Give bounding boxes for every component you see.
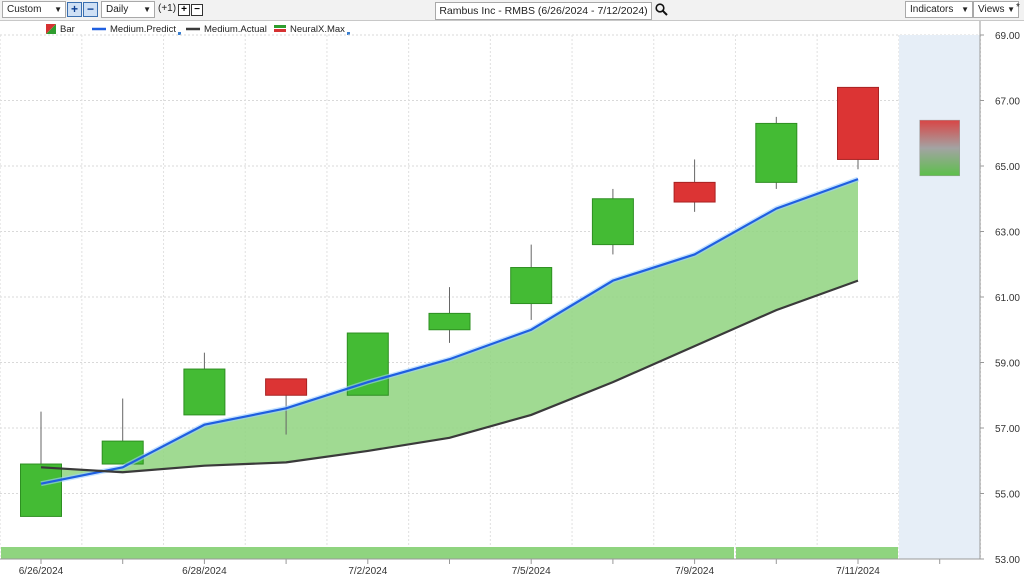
plus-icon: +: [70, 2, 78, 16]
candle-body: [591, 198, 634, 246]
candle-body: [101, 440, 144, 465]
views-button[interactable]: Views ▼: [973, 1, 1019, 18]
x-axis: 6/26/2024 6/28/2024 7/2/2024 7/5/2024 7/9/20…: [0, 558, 980, 577]
legend-label: NeuralX.Max: [290, 24, 345, 35]
chevron-down-icon: ▼: [54, 5, 62, 14]
y-tick-label: 69.00: [995, 31, 1020, 42]
y-tick-label: 65.00: [995, 162, 1020, 173]
settings-dot-icon: [178, 32, 181, 35]
x-tick-label: 7/2/2024: [348, 566, 387, 577]
neuralx-swatch-icon: [274, 25, 286, 33]
y-tick-label: 59.00: [995, 359, 1020, 370]
offset-increase-button[interactable]: +: [178, 4, 190, 16]
candle-body: [755, 122, 798, 183]
neuralx-segment: [1, 547, 734, 559]
price-chart[interactable]: 53.00 55.00 57.00 59.00 61.00 63.00 65.00 67.00…: [0, 21, 1024, 579]
legend-item-medium-actual[interactable]: Medium.Actual: [186, 24, 267, 35]
legend-item-bar[interactable]: Bar: [46, 24, 75, 35]
legend-label: Medium.Actual: [204, 24, 267, 35]
y-tick-label: 63.00: [995, 228, 1020, 239]
medium-actual-line: [40, 279, 859, 474]
y-tick-label: 57.00: [995, 424, 1020, 435]
bar-swatch-icon: [46, 24, 56, 35]
legend-label: Bar: [60, 24, 75, 35]
legend-item-medium-predict[interactable]: Medium.Predict: [92, 24, 181, 35]
x-tick-label: 6/28/2024: [182, 566, 227, 577]
x-tick-label: 7/9/2024: [675, 566, 714, 577]
views-label: Views: [978, 4, 1005, 15]
legend-item-neuralx-max[interactable]: NeuralX.Max: [274, 24, 350, 35]
x-tick-label: 7/5/2024: [512, 566, 551, 577]
range-select[interactable]: Custom ▼: [2, 1, 66, 18]
chevron-down-icon: ▼: [961, 5, 969, 14]
candle-body: [837, 86, 879, 160]
medium-predict-line: [40, 178, 859, 485]
y-axis: 53.00 55.00 57.00 59.00 61.00 63.00 65.00 67.00…: [979, 21, 1020, 566]
minus-icon: −: [86, 2, 94, 16]
forecast-zone: [899, 35, 980, 559]
period-select-value: Daily: [106, 4, 129, 15]
candle-body: [265, 378, 308, 396]
views-modified-marker: *: [1016, 2, 1020, 13]
candle-body: [20, 463, 62, 517]
offset-decrease-button[interactable]: −: [191, 4, 203, 16]
candle-body: [428, 312, 471, 331]
chart-grid: [0, 34, 982, 560]
toolbar: Custom ▼ + − Daily ▼ (+1) + − Rambus Inc…: [0, 0, 1024, 21]
symbol-title[interactable]: Rambus Inc - RMBS (6/26/2024 - 7/12/2024…: [435, 2, 652, 20]
forecast-bar: [919, 119, 960, 177]
candle-body: [183, 368, 226, 416]
minus-icon: −: [194, 4, 200, 15]
x-tick-label: 6/26/2024: [19, 566, 64, 577]
search-icon[interactable]: [655, 3, 668, 16]
chevron-down-icon: ▼: [143, 5, 151, 14]
neuralx-bar: [1, 547, 898, 559]
zoom-in-button[interactable]: +: [67, 2, 82, 17]
y-tick-label: 61.00: [995, 293, 1020, 304]
legend-label: Medium.Predict: [110, 24, 176, 35]
candles: [20, 86, 960, 517]
plus-icon: +: [181, 4, 187, 15]
y-tick-label: 55.00: [995, 490, 1020, 501]
indicators-label: Indicators: [910, 4, 954, 15]
range-select-value: Custom: [7, 4, 42, 15]
line-swatch-icon: [92, 28, 106, 31]
candle-body: [510, 267, 553, 305]
offset-label: (+1): [158, 3, 177, 14]
candle-body: [673, 181, 716, 203]
y-tick-label: 53.00: [995, 555, 1020, 566]
line-swatch-icon: [186, 28, 200, 31]
period-select[interactable]: Daily ▼: [101, 1, 155, 18]
y-tick-label: 67.00: [995, 97, 1020, 108]
zoom-out-button[interactable]: −: [83, 2, 98, 17]
chevron-down-icon: ▼: [1007, 5, 1015, 14]
x-tick-label: 7/11/2024: [836, 566, 880, 577]
settings-dot-icon: [346, 32, 350, 35]
neuralx-segment: [736, 547, 898, 559]
indicators-button[interactable]: Indicators ▼: [905, 1, 973, 18]
series-lines: [40, 176, 859, 487]
